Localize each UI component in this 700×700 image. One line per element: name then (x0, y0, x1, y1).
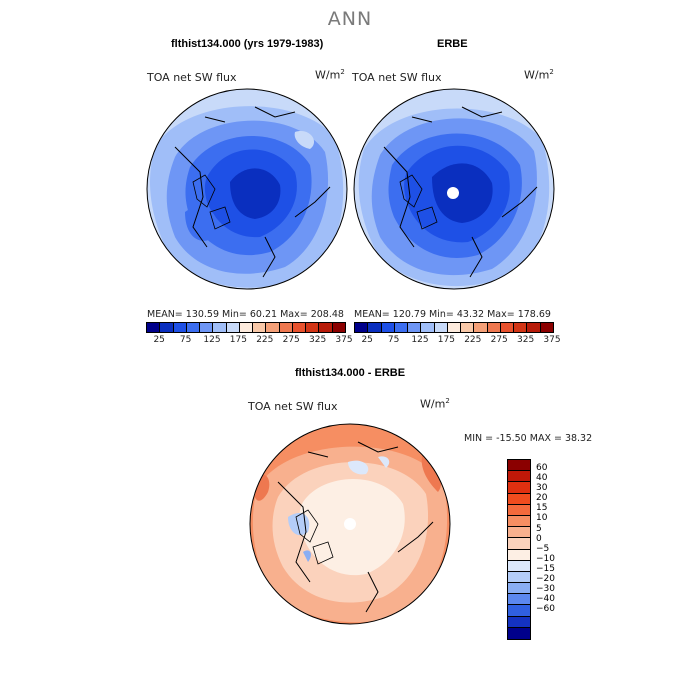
colorbar-tick-label: 20 (536, 493, 548, 504)
colorbar-swatch (332, 323, 345, 332)
colorbar-swatch (253, 323, 267, 332)
colorbar-swatch (226, 323, 240, 332)
diff-field-label: TOA net SW flux (248, 400, 338, 413)
colorbar-tick-label: 75 (387, 335, 400, 345)
colorbar-swatch (394, 323, 409, 332)
colorbar-tick-label: 325 (517, 335, 535, 345)
colorbar-swatch (160, 323, 174, 332)
obs-stats: MEAN= 120.79 Min= 43.32 Max= 178.69 (354, 309, 551, 320)
obs-units: W/m2 (524, 68, 554, 82)
colorbar-swatch (408, 323, 422, 332)
colorbar-tick-label: 125 (203, 335, 221, 345)
colorbar-swatch (508, 515, 530, 528)
figure-title: ANN (327, 8, 373, 30)
colorbar-swatch (508, 605, 530, 617)
obs-polar-map (353, 88, 555, 290)
colorbar-swatch (508, 493, 530, 505)
obs-field-label: TOA net SW flux (352, 71, 442, 84)
colorbar-swatch (355, 323, 369, 332)
colorbar-tick-label: 15 (536, 503, 548, 514)
colorbar-tick-label: 30 (536, 483, 548, 494)
colorbar-swatch (186, 323, 201, 332)
diff-polar-map (249, 423, 451, 625)
colorbar-tick-label: 375 (543, 335, 561, 345)
colorbar-tick-label: 0 (536, 533, 542, 544)
colorbar-swatch (447, 323, 462, 332)
colorbar-swatch (319, 323, 333, 332)
colorbar-tick-label: −40 (536, 594, 555, 605)
colorbar-swatch (213, 323, 227, 332)
colorbar-tick-label: 225 (256, 335, 274, 345)
colorbar-swatch (508, 504, 530, 516)
colorbar-swatch (434, 323, 448, 332)
colorbar-swatch (239, 323, 254, 332)
colorbar-tick-label: 275 (282, 335, 300, 345)
colorbar-swatch (500, 323, 515, 332)
colorbar-tick-label: 5 (536, 523, 542, 534)
colorbar-tick-label: −60 (536, 604, 555, 615)
model-panel-title: flthist134.000 (yrs 1979-1983) (171, 38, 324, 50)
diff-colorbar (507, 459, 531, 640)
colorbar-swatch (508, 460, 530, 472)
colorbar-swatch (487, 323, 501, 332)
colorbar-tick-label: 75 (179, 335, 192, 345)
colorbar-swatch (508, 549, 530, 561)
obs-panel-title: ERBE (437, 38, 468, 50)
colorbar-swatch (461, 323, 475, 332)
colorbar-tick-label: 275 (490, 335, 508, 345)
colorbar-swatch (508, 627, 530, 639)
colorbar-swatch (381, 323, 395, 332)
model-polar-map (146, 88, 348, 290)
diff-colorbar-ticks: 60 40 30 20 15 10 5 0 −5 −10 −15 −20 −30 −40 −60 (536, 463, 555, 614)
colorbar-swatch (474, 323, 488, 332)
obs-colorbar (354, 322, 554, 333)
colorbar-swatch (173, 323, 187, 332)
colorbar-swatch (508, 538, 530, 550)
colorbar-swatch (200, 323, 214, 332)
colorbar-swatch (368, 323, 382, 332)
colorbar-swatch (292, 323, 307, 332)
model-colorbar (146, 322, 346, 333)
colorbar-tick-label: −20 (536, 574, 555, 585)
colorbar-tick-label: 25 (153, 335, 165, 345)
colorbar-tick-label: −5 (536, 543, 550, 554)
colorbar-swatch (147, 323, 161, 332)
model-field-label: TOA net SW flux (147, 71, 237, 84)
colorbar-swatch (266, 323, 280, 332)
colorbar-swatch (508, 583, 530, 595)
colorbar-swatch (279, 323, 293, 332)
colorbar-tick-label: −15 (536, 563, 555, 574)
colorbar-tick-label: 60 (536, 463, 548, 473)
diff-units: W/m2 (420, 397, 450, 411)
colorbar-swatch (508, 571, 530, 584)
colorbar-swatch (306, 323, 320, 332)
colorbar-tick-label: 175 (229, 335, 247, 345)
colorbar-swatch (514, 323, 528, 332)
model-colorbar-ticks: 25 75 125 175 225 275 325 375 (146, 335, 352, 347)
colorbar-swatch (540, 323, 553, 332)
colorbar-swatch (508, 471, 530, 483)
colorbar-tick-label: 175 (437, 335, 455, 345)
model-stats: MEAN= 130.59 Min= 60.21 Max= 208.48 (147, 309, 344, 320)
colorbar-tick-label: 325 (309, 335, 327, 345)
colorbar-swatch (527, 323, 541, 332)
colorbar-swatch (508, 594, 530, 606)
obs-colorbar-ticks: 25 75 125 175 225 275 325 375 (354, 335, 560, 347)
colorbar-tick-label: 10 (536, 513, 548, 524)
colorbar-tick-label: 40 (536, 473, 548, 484)
colorbar-tick-label: 375 (335, 335, 353, 345)
colorbar-swatch (508, 560, 530, 572)
diff-stats: MIN = -15.50 MAX = 38.32 (464, 433, 593, 444)
colorbar-tick-label: −30 (536, 584, 555, 595)
diff-panel-title: flthist134.000 - ERBE (295, 367, 406, 379)
colorbar-tick-label: 25 (361, 335, 373, 345)
colorbar-swatch (508, 482, 530, 494)
colorbar-tick-label: 125 (411, 335, 429, 345)
colorbar-tick-label: −10 (536, 553, 555, 564)
colorbar-swatch (421, 323, 435, 332)
model-units: W/m2 (315, 68, 345, 82)
colorbar-swatch (508, 527, 530, 539)
colorbar-swatch (508, 616, 530, 628)
colorbar-tick-label: 225 (464, 335, 482, 345)
